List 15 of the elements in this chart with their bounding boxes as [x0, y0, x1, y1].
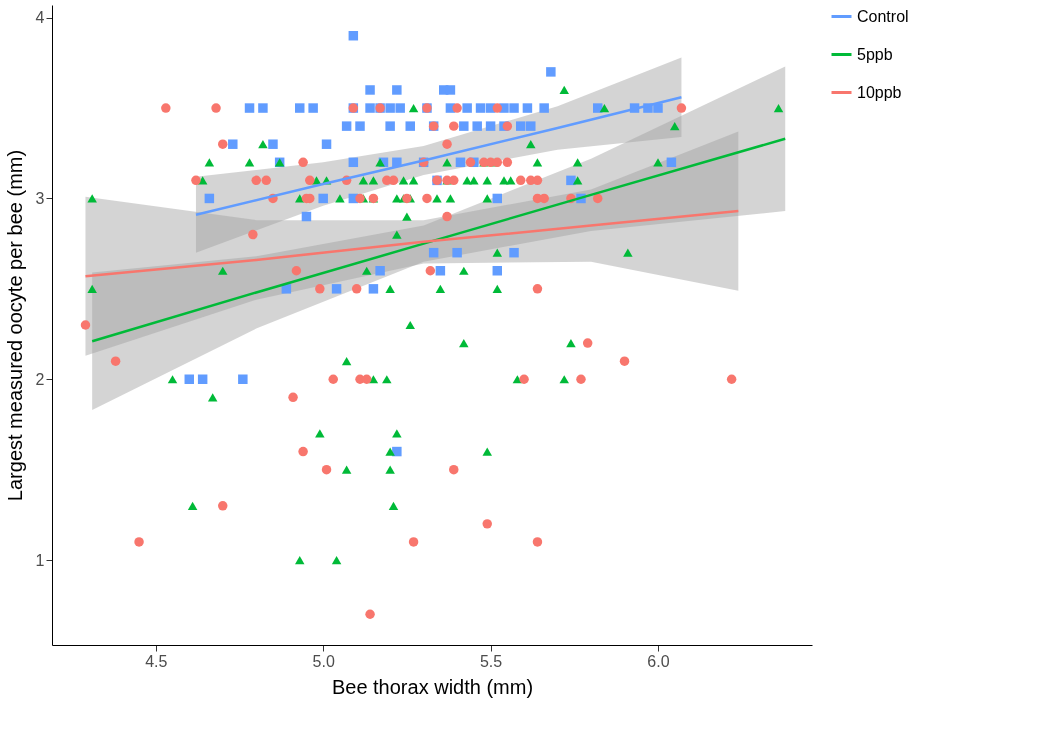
y-axis-title: Largest measured oocyte per bee (mm) [3, 149, 26, 502]
x-tick-label: 6.0 [647, 652, 670, 670]
line-series [194, 95, 683, 216]
legend-label: Control [857, 7, 909, 25]
y-tick-label: 1 [35, 551, 45, 569]
y-tick-label: 2 [35, 370, 45, 388]
x-tick-label: 4.5 [145, 652, 168, 670]
legend-label: 10ppb [857, 83, 902, 101]
x-axis-title: Bee thorax width (mm) [331, 675, 534, 698]
line-series [84, 209, 740, 278]
legend-label: 5ppb [857, 45, 893, 63]
x-tick-label: 5.0 [312, 652, 335, 670]
y-tick-label: 4 [35, 9, 45, 27]
x-tick-label: 5.5 [479, 652, 503, 670]
y-tick-label: 3 [35, 189, 45, 207]
